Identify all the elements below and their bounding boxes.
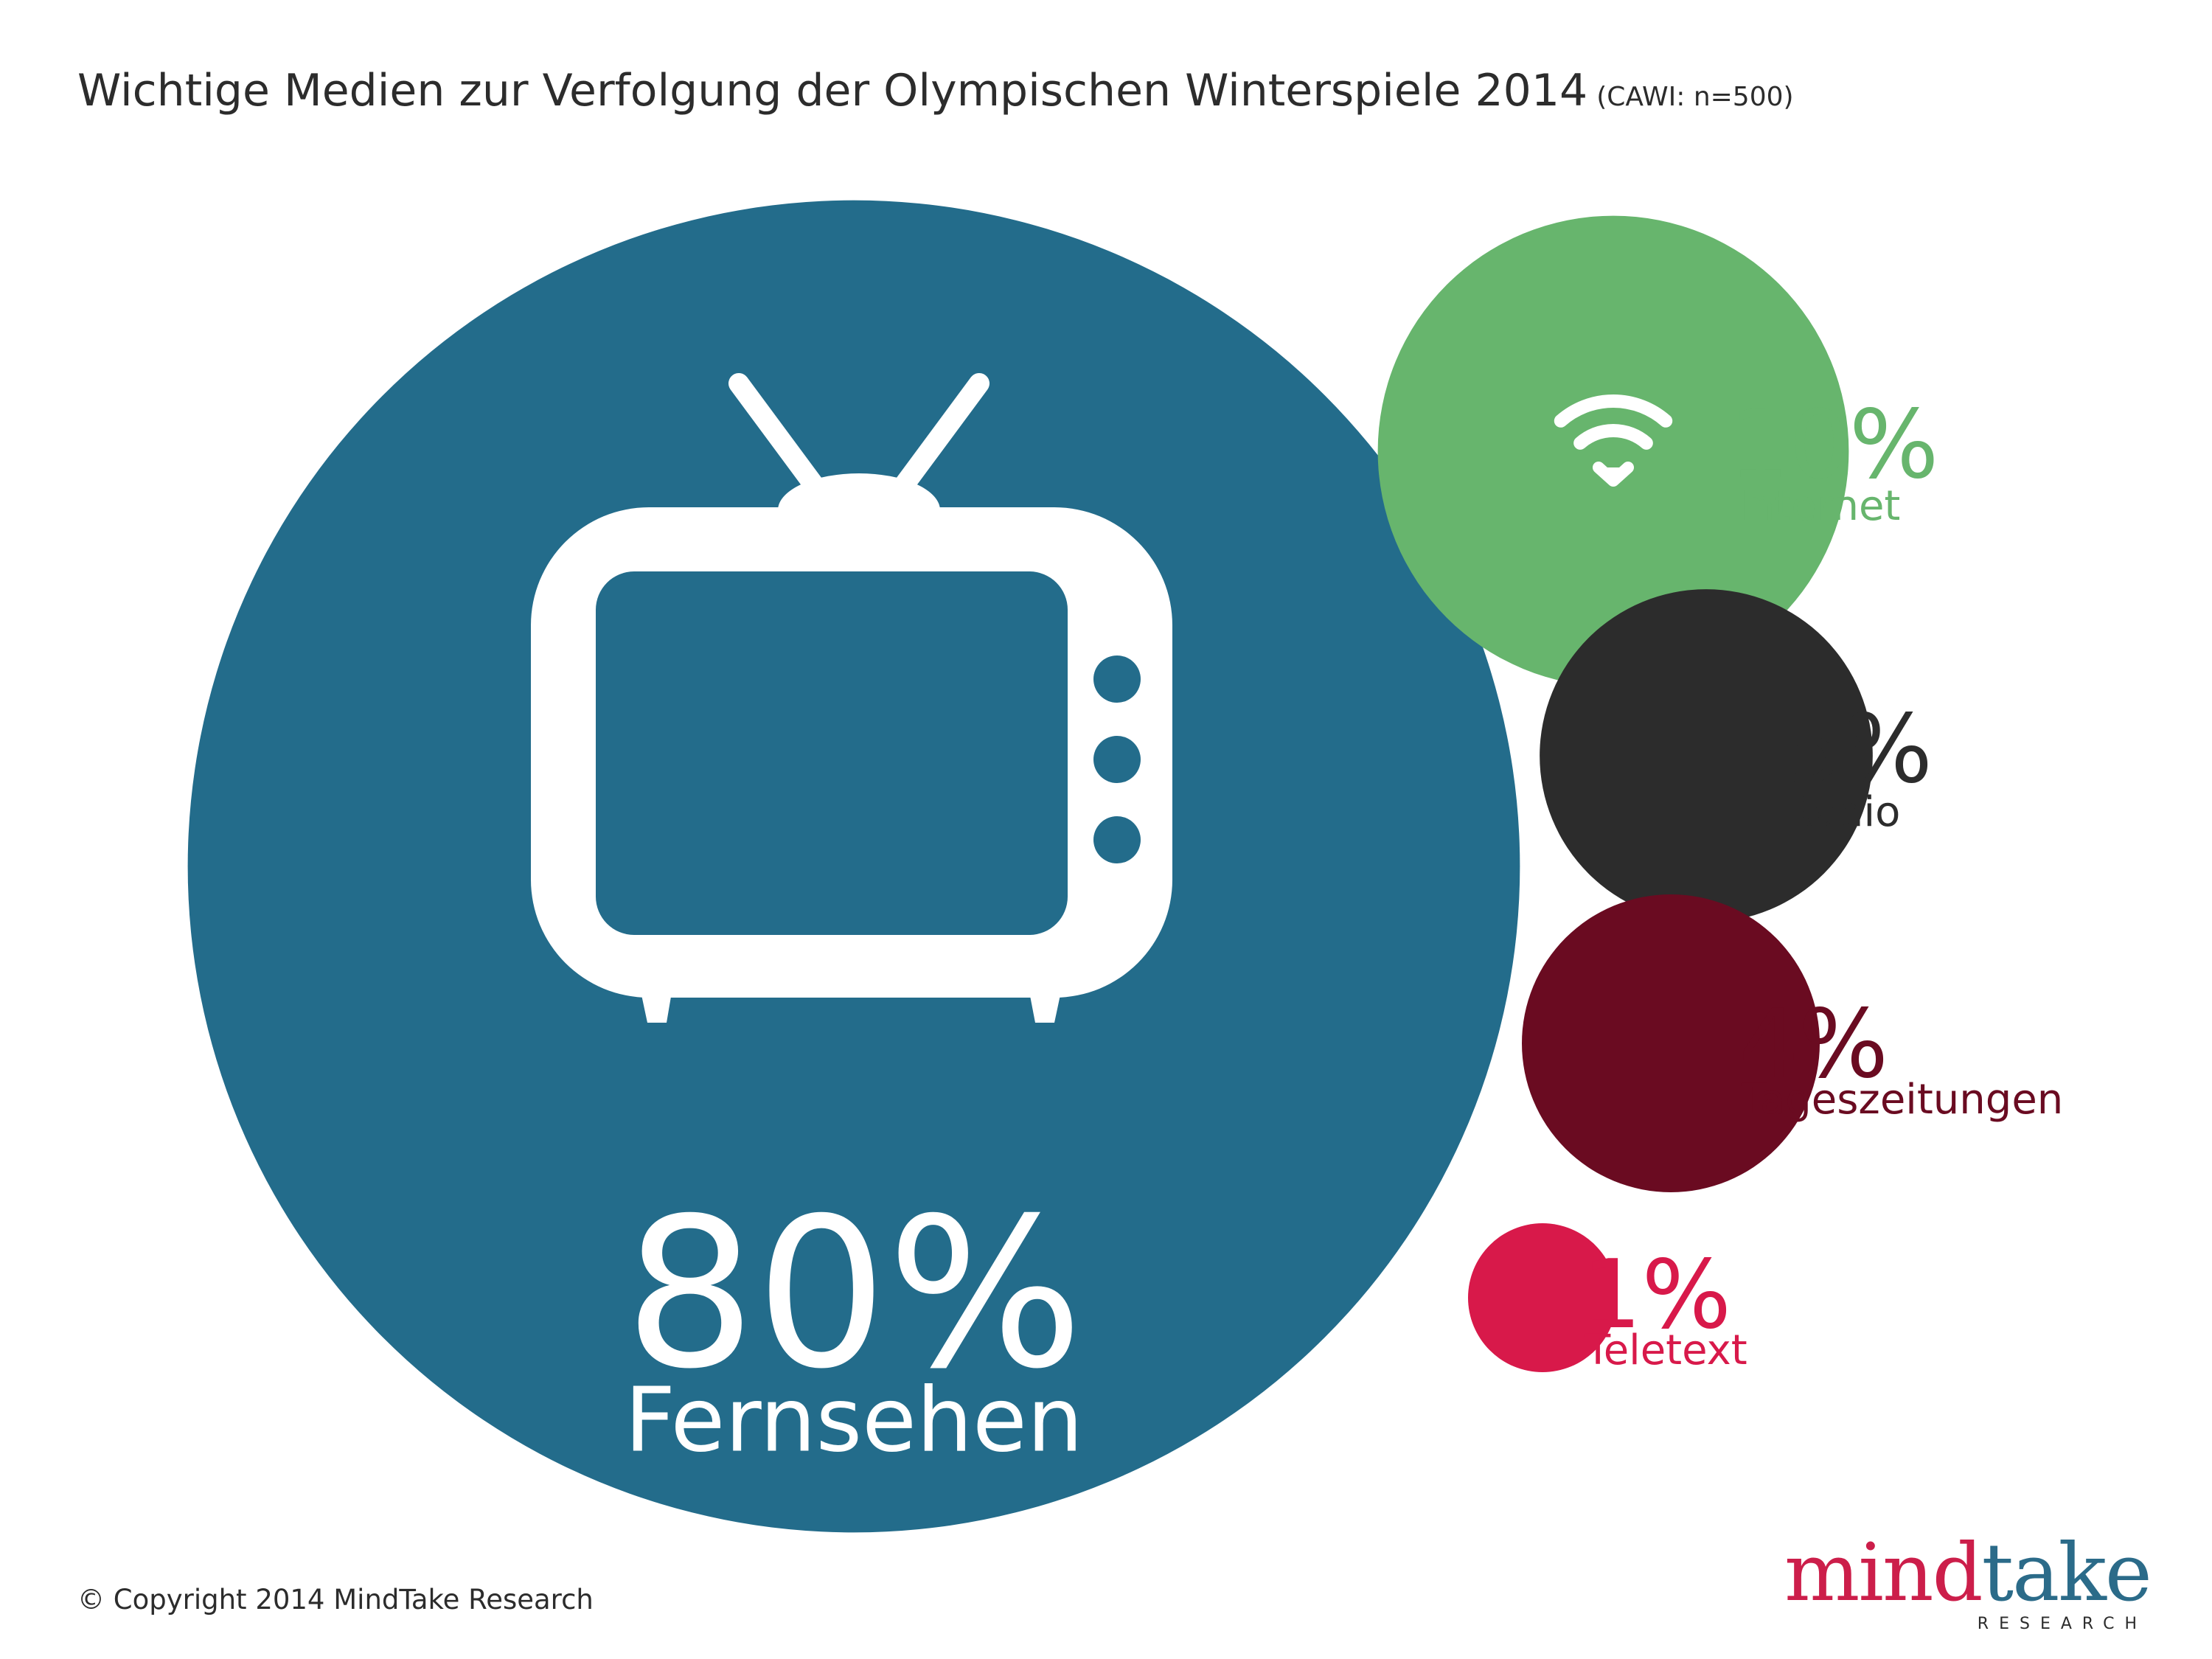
wifi-icon [1554, 394, 1673, 487]
bubble-mark [1540, 589, 1873, 922]
company-logo: mindtake RESEARCH [1784, 1534, 2160, 1637]
chart-title: Wichtige Medien zur Verfolgung der Olymp… [77, 65, 1794, 116]
bubble-teletext: 1%Teletext [1468, 1223, 1747, 1374]
value-label: 1% [1582, 1240, 1731, 1350]
logo-subtitle: RESEARCH [1977, 1615, 2147, 1633]
category-label: Internet [1736, 482, 1900, 530]
category-label: Fernsehen [625, 1370, 1083, 1472]
bubble-mark [1522, 894, 1820, 1192]
bubble-fernsehen: 80%Fernsehen [187, 200, 1520, 1533]
logo-word-take: take [1981, 1527, 2152, 1619]
logo-word-mind: mind [1784, 1527, 1983, 1619]
copyright-text: © Copyright 2014 MindTake Research [77, 1584, 594, 1615]
category-label: Tageszeitungen [1741, 1076, 2063, 1124]
category-label: Radio [1784, 788, 1900, 836]
bubble-mark [1377, 215, 1849, 687]
value-label: 4% [1739, 990, 1888, 1099]
bubble-internet: 10%Internet [1377, 215, 1939, 687]
value-label: 80% [625, 1175, 1083, 1415]
title-text: Wichtige Medien zur Verfolgung der Olymp… [77, 65, 1588, 116]
bubble-radio: 5%Radio [1540, 589, 1933, 922]
bubble-tageszeitungen: 4%Tageszeitungen [1522, 894, 2063, 1192]
chart-subtitle: (CAWI: n=500) [1596, 82, 1794, 112]
category-label: Teletext [1585, 1326, 1747, 1374]
value-label: 5% [1783, 695, 1933, 804]
bubble-mark [1468, 1223, 1617, 1372]
tv-icon [531, 373, 1172, 1023]
value-label: 10% [1729, 390, 1939, 500]
